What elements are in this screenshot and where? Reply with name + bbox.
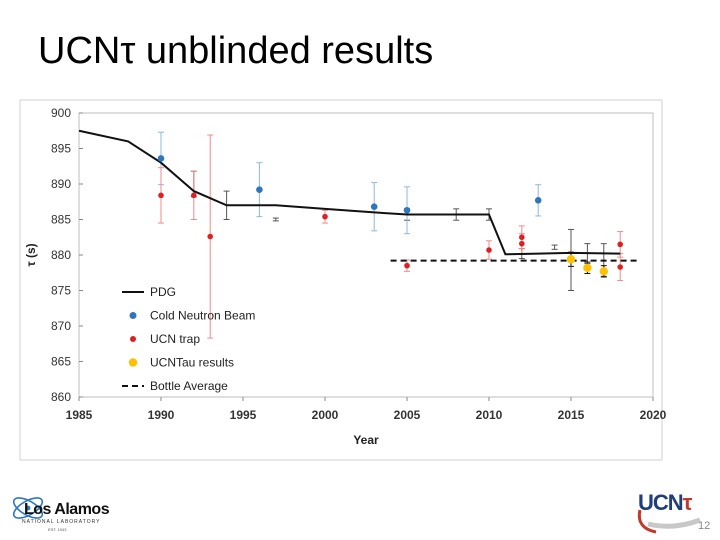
- page-number: 12: [698, 520, 711, 532]
- ucntau-point: [566, 255, 576, 264]
- x-tick-label: 1990: [148, 408, 175, 422]
- ucntau-point: [599, 267, 608, 276]
- ucntau-logo: UCNτ: [634, 490, 714, 536]
- trap-point: [158, 192, 164, 199]
- y-axis-label: τ (s): [24, 243, 38, 266]
- trap-point: [519, 240, 525, 247]
- ucntau-wordmark: UCNτ: [638, 490, 692, 516]
- beam-point: [370, 203, 378, 211]
- x-tick-label: 1985: [66, 408, 93, 422]
- beam-point: [256, 186, 263, 193]
- y-tick-label: 900: [51, 106, 71, 120]
- beam-point: [403, 206, 411, 214]
- trap-point: [486, 247, 492, 253]
- y-tick-label: 890: [51, 177, 71, 191]
- beam-point: [157, 155, 165, 162]
- ucntau-tau: τ: [682, 490, 693, 515]
- legend-label: PDG: [150, 285, 176, 299]
- legend-ucntau-swatch: [128, 358, 138, 367]
- trap-point: [191, 192, 197, 199]
- trap-point: [404, 262, 410, 269]
- legend-label: Bottle Average: [150, 379, 228, 393]
- neutron-lifetime-chart: 860 865 870 875 880 885 890 895 900 1985 1990 1995…: [19, 99, 667, 461]
- trap-point: [617, 241, 623, 248]
- x-tick-label: 2015: [558, 408, 585, 422]
- pdg-line: [78, 129, 621, 256]
- trap-point: [322, 213, 328, 220]
- y-tick-label: 860: [51, 390, 71, 404]
- y-tick-label: 885: [51, 213, 71, 227]
- y-tick-label: 875: [51, 284, 71, 298]
- y-tick-label: 880: [51, 248, 71, 262]
- beam-point: [534, 197, 542, 204]
- los-alamos-subtitle: NATIONAL LABORATORY: [22, 519, 101, 525]
- x-tick-label: 2000: [312, 408, 339, 422]
- trap-point: [617, 264, 623, 270]
- slide-title: UCNτ unblinded results: [38, 30, 434, 72]
- trap-point: [207, 233, 213, 240]
- x-tick-label: 2010: [476, 408, 503, 422]
- los-alamos-emblem-icon: [12, 497, 44, 519]
- x-axis-label: Year: [353, 433, 379, 447]
- y-tick-label: 895: [51, 142, 71, 156]
- los-alamos-est: EST. 1943: [48, 527, 67, 532]
- x-tick-label: 2020: [640, 408, 667, 422]
- los-alamos-logo: Los Alamos NATIONAL LABORATORY EST. 1943: [8, 488, 118, 534]
- x-tick-label: 2005: [394, 408, 421, 422]
- legend-trap-swatch: [130, 336, 136, 342]
- ucntau-swoosh-icon: [637, 509, 701, 534]
- los-alamos-name: Los Alamos: [24, 501, 110, 518]
- plot-frame: [19, 99, 663, 461]
- trap-point: [519, 234, 525, 241]
- y-tick-label: 870: [51, 319, 71, 333]
- y-tick-label: 865: [51, 355, 71, 369]
- legend-beam-swatch: [129, 312, 137, 319]
- x-tick-label: 1995: [230, 408, 257, 422]
- legend-label: Cold Neutron Beam: [150, 309, 255, 323]
- ucntau-point: [583, 263, 592, 272]
- legend-label: UCNTau results: [150, 356, 234, 370]
- legend-label: UCN trap: [150, 332, 200, 346]
- ucntau-name: UCN: [638, 490, 684, 515]
